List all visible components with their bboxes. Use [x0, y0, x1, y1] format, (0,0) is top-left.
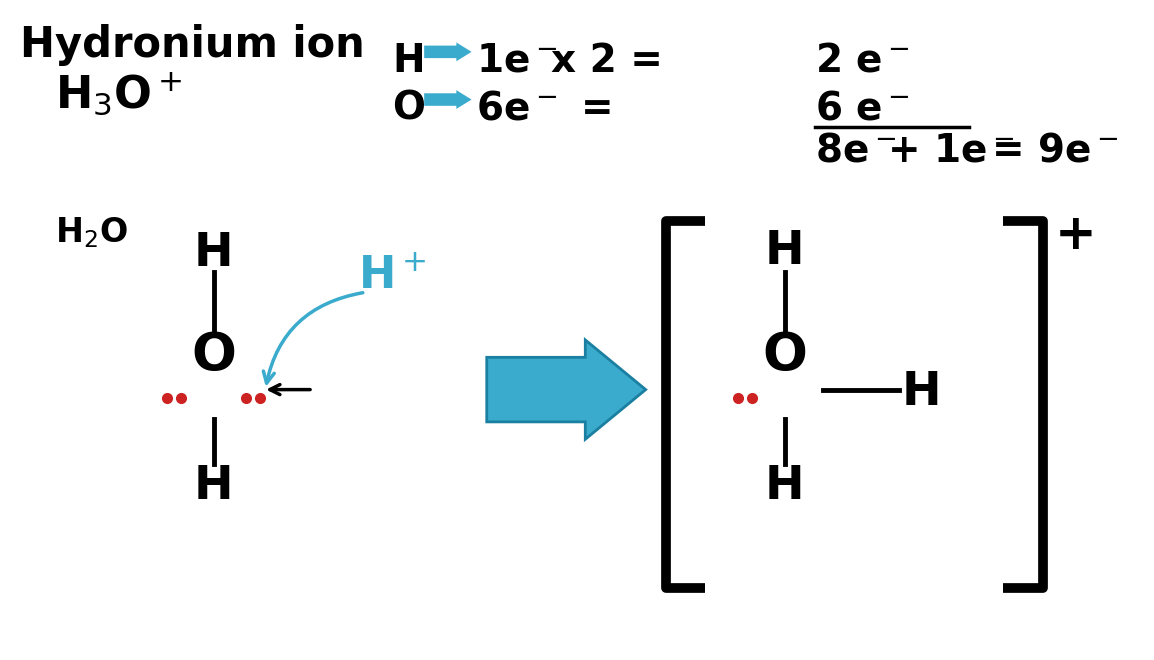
Text: H: H [765, 228, 804, 274]
Text: 1e$^-$: 1e$^-$ [475, 42, 556, 80]
Text: H: H [765, 464, 804, 509]
Polygon shape [425, 90, 472, 109]
Text: 2 e$^-$: 2 e$^-$ [815, 42, 909, 80]
Text: 6e$^-$: 6e$^-$ [475, 90, 556, 127]
Text: H$_3$O$^+$: H$_3$O$^+$ [54, 70, 182, 117]
Text: =: = [580, 90, 614, 127]
Text: H: H [902, 370, 942, 414]
Text: H$^+$: H$^+$ [358, 255, 426, 298]
Text: = 9e$^-$: = 9e$^-$ [979, 131, 1119, 170]
Text: H$_2$O: H$_2$O [54, 216, 127, 250]
Polygon shape [425, 42, 472, 61]
Text: 6 e$^-$: 6 e$^-$ [815, 90, 909, 127]
Text: O: O [192, 330, 237, 382]
Text: H: H [194, 464, 233, 509]
Text: +: + [1055, 211, 1096, 259]
Text: 8e$^-$: 8e$^-$ [815, 131, 896, 170]
Text: Hydronium ion: Hydronium ion [20, 24, 365, 66]
Polygon shape [487, 340, 646, 440]
Text: + 1e$^-$: + 1e$^-$ [875, 131, 1014, 170]
Text: x 2 =: x 2 = [550, 42, 662, 80]
Text: O: O [763, 330, 807, 382]
Text: H: H [194, 230, 233, 276]
Text: H: H [392, 42, 425, 80]
Text: O: O [392, 90, 426, 127]
